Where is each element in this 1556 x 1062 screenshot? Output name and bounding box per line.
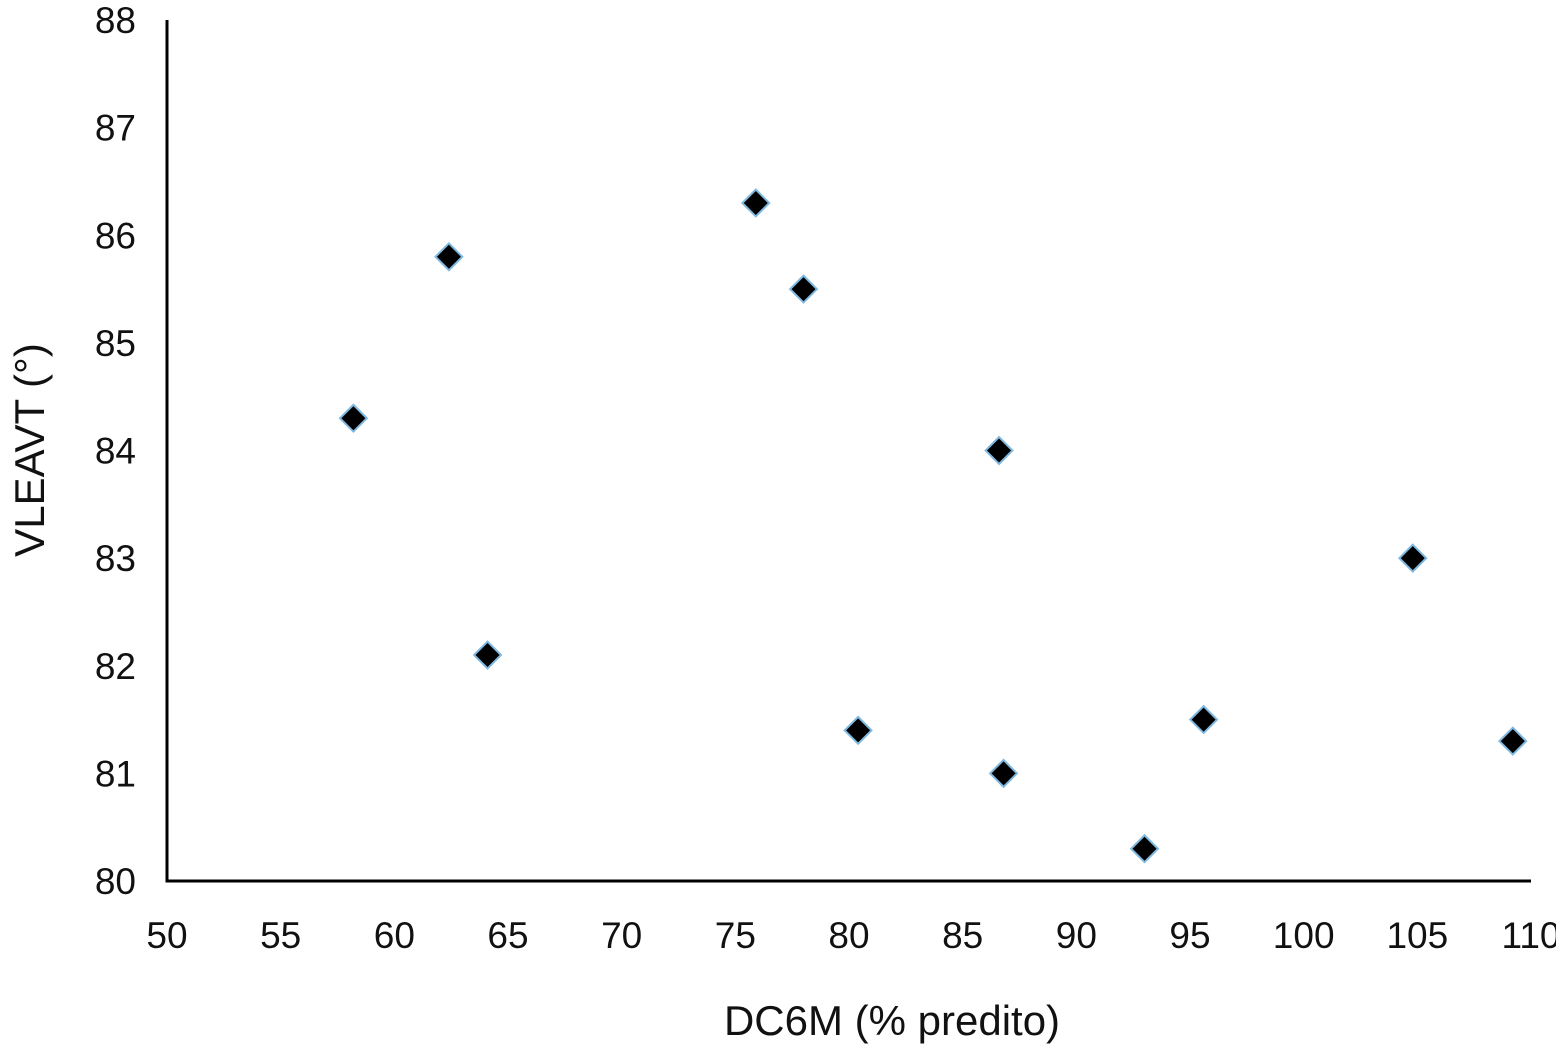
x-tick-label: 75 — [715, 915, 756, 956]
x-tick-label: 95 — [1169, 915, 1210, 956]
data-point — [1401, 546, 1425, 570]
x-tick-label: 65 — [487, 915, 528, 956]
data-point-marker — [1401, 546, 1425, 570]
y-tick-label: 82 — [95, 646, 136, 687]
x-tick-label: 70 — [601, 915, 642, 956]
y-tick-label: 86 — [95, 215, 136, 256]
y-tick-label: 84 — [95, 431, 136, 472]
data-point-marker — [1133, 837, 1157, 861]
data-point-marker — [992, 761, 1016, 785]
x-axis-title: DC6M (% predito) — [724, 997, 1060, 1044]
data-point-marker — [437, 245, 461, 269]
x-tick-label: 55 — [260, 915, 301, 956]
data-point — [437, 245, 461, 269]
data-point — [1192, 708, 1216, 732]
y-tick-label: 88 — [95, 0, 136, 41]
y-tick-label: 81 — [95, 753, 136, 794]
data-point — [1133, 837, 1157, 861]
x-tick-label: 100 — [1273, 915, 1335, 956]
x-tick-label: 80 — [828, 915, 869, 956]
data-point — [476, 643, 500, 667]
x-tick-label: 90 — [1056, 915, 1097, 956]
data-point — [846, 718, 870, 742]
data-point-marker — [341, 406, 365, 430]
x-tick-label: 110 — [1502, 915, 1556, 956]
x-tick-labels: 50 55 60 65 70 75 80 85 90 95 100 105 110 — [146, 915, 1556, 956]
data-point — [1501, 729, 1525, 753]
data-point — [744, 191, 768, 215]
data-point-marker — [1501, 729, 1525, 753]
data-point — [992, 761, 1016, 785]
y-tick-label: 85 — [95, 323, 136, 364]
data-point — [341, 406, 365, 430]
y-tick-label: 83 — [95, 538, 136, 579]
y-tick-label: 87 — [95, 108, 136, 149]
data-point-marker — [846, 718, 870, 742]
x-tick-label: 50 — [146, 915, 187, 956]
y-tick-label: 80 — [95, 861, 136, 902]
x-tick-label: 85 — [942, 915, 983, 956]
y-tick-labels: 80 81 82 83 84 85 86 87 88 — [95, 0, 136, 902]
x-tick-label: 105 — [1386, 915, 1448, 956]
data-point-marker — [1192, 708, 1216, 732]
data-points — [341, 191, 1524, 861]
x-tick-label: 60 — [374, 915, 415, 956]
data-point-marker — [744, 191, 768, 215]
data-point — [792, 277, 816, 301]
data-point — [987, 439, 1011, 463]
data-point-marker — [987, 439, 1011, 463]
data-point-marker — [792, 277, 816, 301]
data-point-marker — [476, 643, 500, 667]
y-axis-title: VLEAVT (°) — [6, 343, 53, 557]
